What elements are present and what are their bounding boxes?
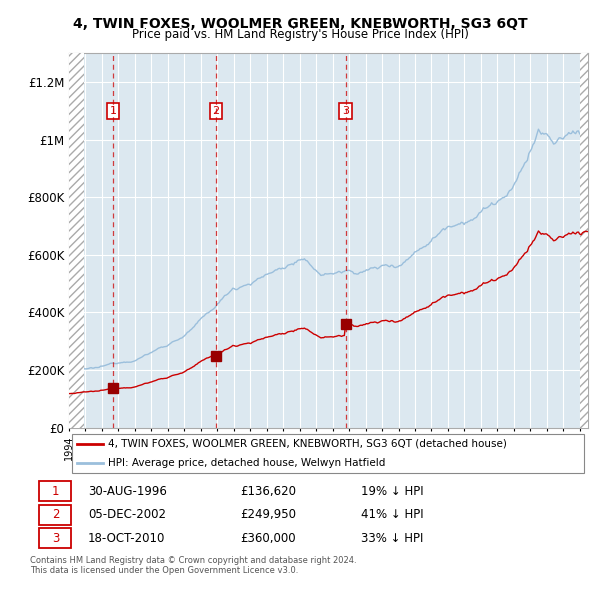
Text: 41% ↓ HPI: 41% ↓ HPI: [361, 508, 424, 522]
Text: Price paid vs. HM Land Registry's House Price Index (HPI): Price paid vs. HM Land Registry's House …: [131, 28, 469, 41]
Text: £249,950: £249,950: [240, 508, 296, 522]
Text: 1: 1: [52, 484, 59, 498]
Text: 1: 1: [109, 106, 116, 116]
FancyBboxPatch shape: [40, 505, 71, 525]
Text: 4, TWIN FOXES, WOOLMER GREEN, KNEBWORTH, SG3 6QT: 4, TWIN FOXES, WOOLMER GREEN, KNEBWORTH,…: [73, 17, 527, 31]
Text: 33% ↓ HPI: 33% ↓ HPI: [361, 532, 424, 545]
Text: Contains HM Land Registry data © Crown copyright and database right 2024.
This d: Contains HM Land Registry data © Crown c…: [30, 556, 356, 575]
Text: 2: 2: [212, 106, 220, 116]
Text: 2: 2: [52, 508, 59, 522]
FancyBboxPatch shape: [40, 529, 71, 548]
Text: 05-DEC-2002: 05-DEC-2002: [88, 508, 166, 522]
FancyBboxPatch shape: [40, 481, 71, 501]
FancyBboxPatch shape: [71, 434, 584, 473]
Text: £360,000: £360,000: [240, 532, 295, 545]
Text: 3: 3: [342, 106, 349, 116]
Text: 19% ↓ HPI: 19% ↓ HPI: [361, 484, 424, 498]
Text: 3: 3: [52, 532, 59, 545]
Text: 30-AUG-1996: 30-AUG-1996: [88, 484, 167, 498]
Text: HPI: Average price, detached house, Welwyn Hatfield: HPI: Average price, detached house, Welw…: [108, 458, 385, 468]
Text: 18-OCT-2010: 18-OCT-2010: [88, 532, 166, 545]
Bar: [69, 53, 84, 428]
Bar: [580, 53, 588, 428]
Text: 4, TWIN FOXES, WOOLMER GREEN, KNEBWORTH, SG3 6QT (detached house): 4, TWIN FOXES, WOOLMER GREEN, KNEBWORTH,…: [108, 439, 507, 449]
Text: £136,620: £136,620: [240, 484, 296, 498]
